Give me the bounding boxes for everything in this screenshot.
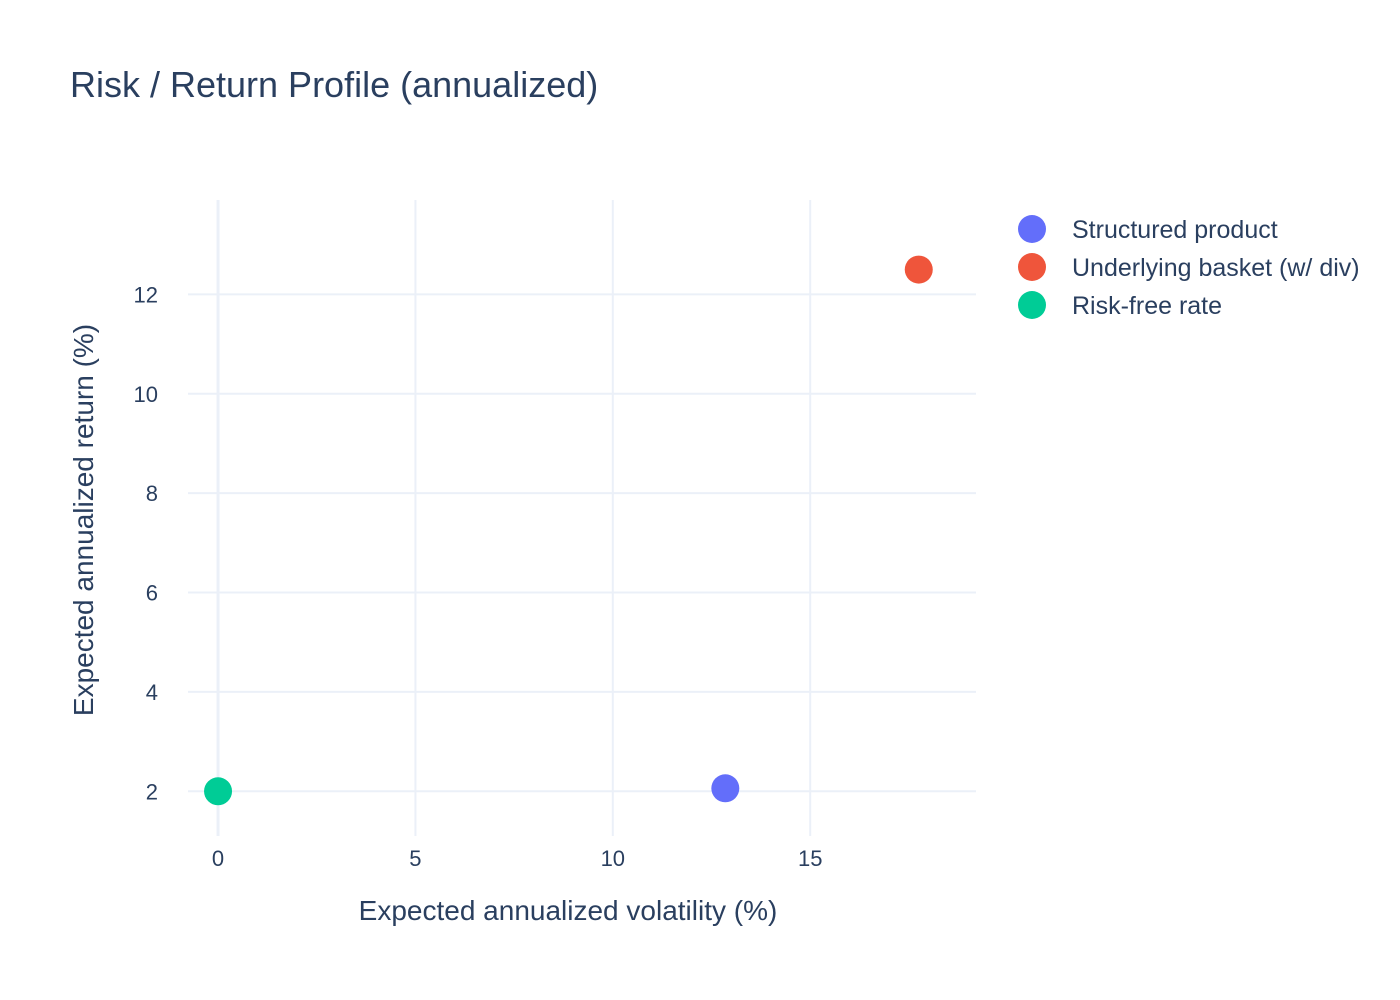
data-point-underlying-basket-w-div[interactable] [904, 255, 933, 284]
x-axis-title: Expected annualized volatility (%) [359, 895, 778, 926]
data-point-risk-free-rate[interactable] [204, 777, 233, 806]
x-tick-label: 5 [409, 846, 421, 871]
legend-label: Structured product [1072, 216, 1278, 244]
legend-item[interactable]: Structured product [1018, 215, 1278, 244]
data-points[interactable] [204, 255, 933, 806]
chart-title: Risk / Return Profile (annualized) [70, 64, 599, 105]
x-tick-label: 10 [601, 846, 625, 871]
x-tick-label: 15 [798, 846, 822, 871]
grid [188, 200, 976, 836]
y-tick-label: 12 [134, 282, 158, 307]
legend-marker [1018, 253, 1046, 281]
data-point-structured-product[interactable] [711, 774, 740, 803]
y-tick-label: 10 [134, 382, 158, 407]
legend-item[interactable]: Underlying basket (w/ div) [1018, 253, 1360, 282]
y-axis-ticks: 2 4 6 8 10 12 [134, 282, 158, 804]
y-tick-label: 8 [146, 481, 158, 506]
y-tick-label: 6 [146, 581, 158, 606]
x-axis-ticks: 0 5 10 15 [212, 846, 823, 871]
legend-label: Risk-free rate [1072, 292, 1222, 320]
x-tick-label: 0 [212, 846, 224, 871]
legend-label: Underlying basket (w/ div) [1072, 254, 1360, 282]
y-axis-title: Expected annualized return (%) [68, 324, 99, 716]
legend-marker [1018, 291, 1046, 319]
legend[interactable]: Structured product Underlying basket (w/ … [1018, 215, 1360, 320]
legend-item[interactable]: Risk-free rate [1018, 291, 1222, 320]
y-tick-label: 4 [146, 680, 158, 705]
legend-marker [1018, 215, 1046, 243]
y-tick-label: 2 [146, 779, 158, 804]
